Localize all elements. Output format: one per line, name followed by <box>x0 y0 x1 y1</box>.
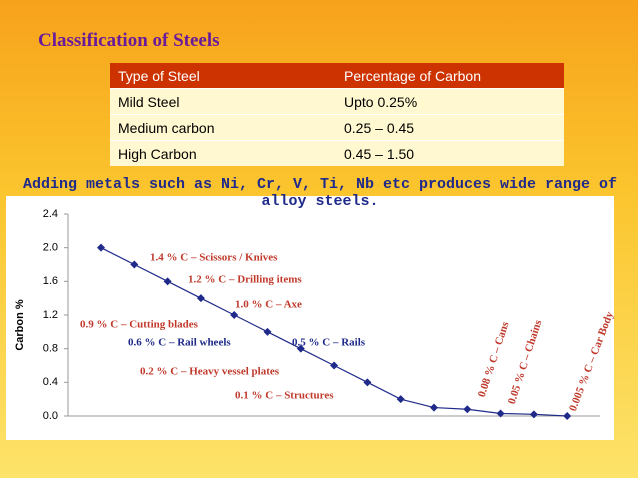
steel-table: Type of Steel Percentage of Carbon Mild S… <box>110 63 564 166</box>
annotation: 0.2 % C – Heavy vessel plates <box>140 366 280 378</box>
header-cell: Percentage of Carbon <box>336 63 564 89</box>
marker <box>496 409 505 418</box>
cell: 0.45 – 1.50 <box>336 140 564 166</box>
cell: Upto 0.25% <box>336 88 564 115</box>
marker <box>230 311 239 319</box>
chart-panel <box>6 196 614 440</box>
y-tick-label: 0.8 <box>43 343 58 355</box>
annotation: 0.9 % C – Cutting blades <box>80 319 199 331</box>
row: Medium carbon 0.25 – 0.45 <box>110 114 564 141</box>
y-tick-label: 0.0 <box>43 410 58 422</box>
marker <box>97 243 105 252</box>
y-tick-label: 2.4 <box>43 208 58 220</box>
annotation: 0.5 % C – Rails <box>292 337 366 349</box>
annotation: 0.6 % C – Rail wheels <box>128 337 231 349</box>
y-tick-label: 2.0 <box>43 242 58 254</box>
y-tick-label: 0.4 <box>43 376 58 388</box>
header-cell: Type of Steel <box>110 63 336 89</box>
cell: 0.25 – 0.45 <box>336 114 564 141</box>
cell: Medium carbon <box>110 114 336 141</box>
marker <box>463 405 472 414</box>
marker <box>529 410 538 419</box>
y-tick-label: 1.2 <box>43 309 58 321</box>
marker <box>330 361 339 370</box>
marker <box>363 378 372 387</box>
note: Adding metals such as Ni, Cr, V, Ti, Nb … <box>22 176 618 210</box>
marker <box>263 327 272 336</box>
annotation: 1.4 % C – Scissors / Knives <box>150 252 278 264</box>
header-row: Type of Steel Percentage of Carbon <box>110 63 564 89</box>
annotation: 0.1 % C – Structures <box>235 390 334 402</box>
marker <box>396 395 405 404</box>
y-axis-label: Carbon % <box>14 299 26 351</box>
marker <box>563 412 572 420</box>
cell: High Carbon <box>110 140 336 166</box>
y-tick-label: 1.6 <box>43 275 58 287</box>
row: High Carbon 0.45 – 1.50 <box>110 140 564 166</box>
row: Mild Steel Upto 0.25% <box>110 88 564 115</box>
marker <box>296 344 305 353</box>
slide-title: Classification of Steels <box>38 30 220 51</box>
marker <box>130 260 139 269</box>
cell: Mild Steel <box>110 88 336 115</box>
marker <box>163 277 172 286</box>
marker <box>430 403 438 412</box>
annotation: 1.0 % C – Axe <box>235 299 302 311</box>
annotation: 1.2 % C – Drilling items <box>188 274 302 286</box>
marker <box>196 294 205 303</box>
